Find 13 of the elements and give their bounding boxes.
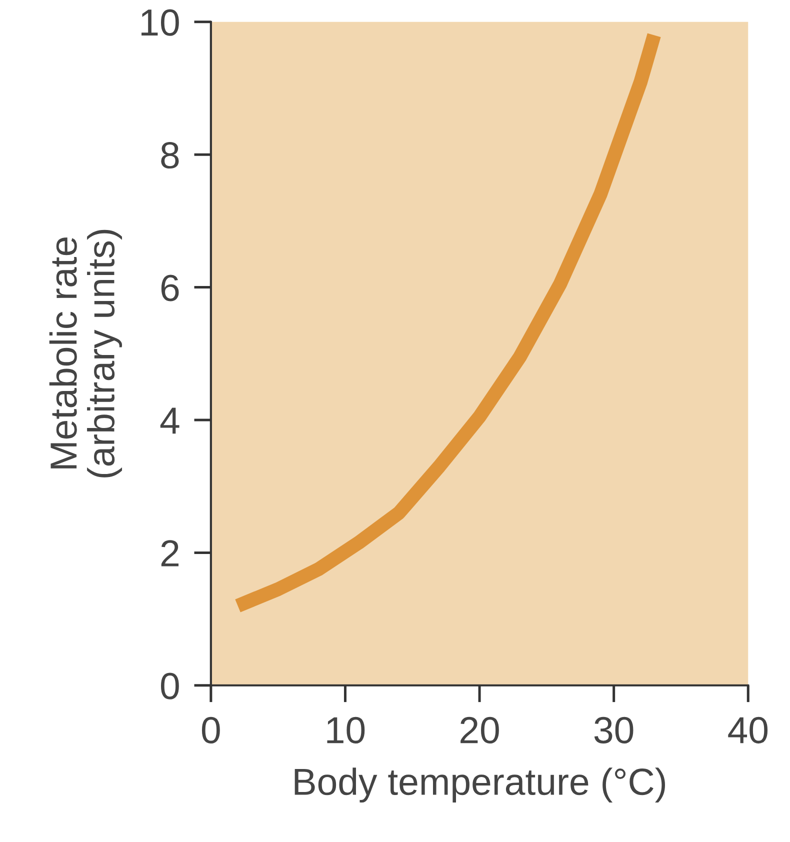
y-tick-label: 6 — [161, 274, 179, 302]
x-tick-label: 30 — [594, 716, 634, 744]
y-tick-label: 2 — [161, 540, 178, 566]
x-tick-label: 0 — [202, 716, 220, 744]
x-axis-title: Body temperature (°C) — [294, 768, 665, 803]
x-tick-label: 20 — [460, 716, 499, 744]
y-tick-label: 0 — [160, 672, 179, 700]
x-tick-label: 40 — [728, 716, 768, 744]
y-tick-label: 8 — [161, 142, 179, 169]
y-tick-label: 4 — [160, 408, 180, 434]
y-tick-label: 10 — [142, 9, 179, 36]
x-tick-label: 10 — [327, 716, 365, 744]
y-axis-title: Metabolic rate (arbitrary units) — [49, 230, 122, 478]
